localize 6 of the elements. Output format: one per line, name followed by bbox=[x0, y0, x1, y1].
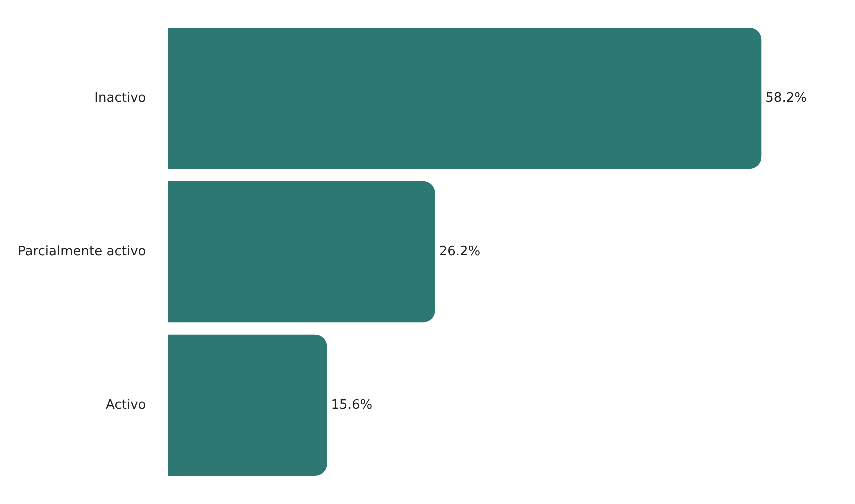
y-tick-label: Parcialmente activo bbox=[18, 244, 146, 260]
y-tick-label: Inactivo bbox=[94, 90, 146, 106]
data-label: 26.2% bbox=[439, 244, 481, 260]
y-tick-label: Activo bbox=[106, 398, 146, 413]
data-label: 15.6% bbox=[331, 398, 373, 413]
data-label: 58.2% bbox=[766, 90, 807, 106]
